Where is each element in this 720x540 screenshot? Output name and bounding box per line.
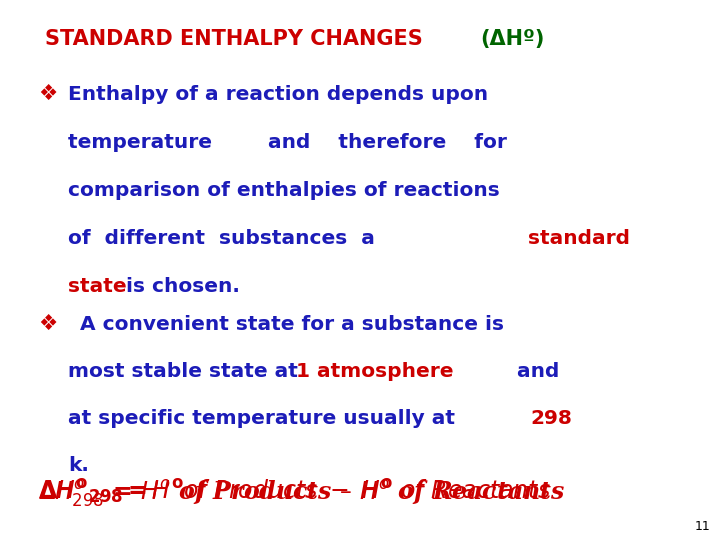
Text: $\mathbf{\Delta \mathit{H}^o{}_{298}}$$\mathbf{ = \mathit{H}^o}$$\mathbf{\mathit: $\mathbf{\Delta \mathit{H}^o{}_{298}}$$\… (38, 478, 551, 507)
Text: k.: k. (68, 456, 89, 475)
Text: 298: 298 (530, 409, 572, 428)
Text: ❖: ❖ (38, 314, 58, 334)
Text: 1 atmosphere: 1 atmosphere (296, 362, 454, 381)
Text: Enthalpy of a reaction depends upon: Enthalpy of a reaction depends upon (68, 85, 488, 104)
Text: A convenient state for a substance is: A convenient state for a substance is (73, 315, 504, 334)
Text: of  different  substances  a: of different substances a (68, 229, 389, 248)
Text: (ΔHº): (ΔHº) (480, 29, 544, 49)
Text: $\Delta H^o_{298}$ = $H^o$ of Products – $H^o$ of Reactants: $\Delta H^o_{298}$ = $H^o$ of Products –… (38, 478, 565, 509)
Text: comparison of enthalpies of reactions: comparison of enthalpies of reactions (68, 181, 500, 200)
Text: is chosen.: is chosen. (119, 277, 240, 296)
Text: and: and (510, 362, 559, 381)
Text: STANDARD ENTHALPY CHANGES: STANDARD ENTHALPY CHANGES (45, 29, 430, 49)
Text: ❖: ❖ (38, 84, 58, 104)
Text: temperature        and    therefore    for: temperature and therefore for (68, 133, 507, 152)
Text: 11: 11 (695, 520, 711, 533)
Text: most stable state at: most stable state at (68, 362, 305, 381)
Text: standard: standard (528, 229, 630, 248)
Text: at specific temperature usually at: at specific temperature usually at (68, 409, 462, 428)
Text: state: state (68, 277, 127, 296)
